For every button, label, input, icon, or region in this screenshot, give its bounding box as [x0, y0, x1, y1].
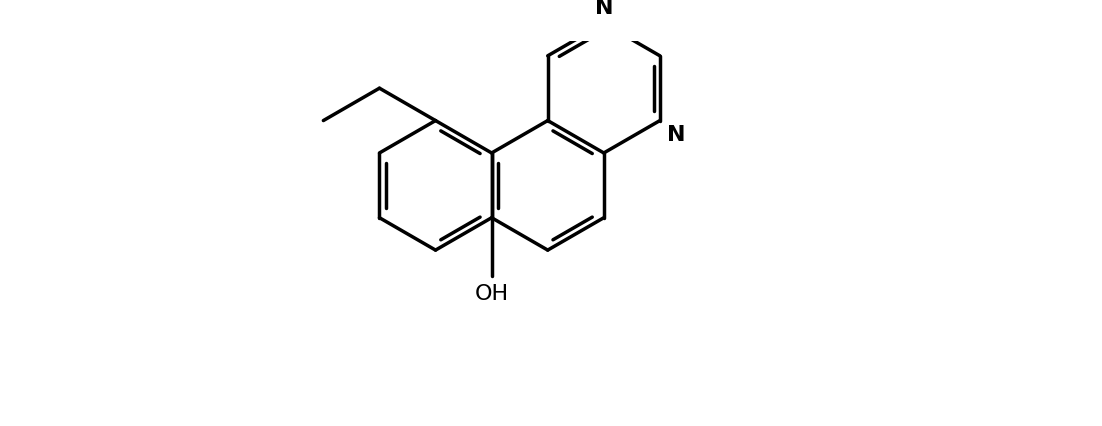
Text: N: N — [667, 125, 685, 145]
Text: N: N — [595, 0, 613, 18]
Text: OH: OH — [475, 284, 509, 304]
